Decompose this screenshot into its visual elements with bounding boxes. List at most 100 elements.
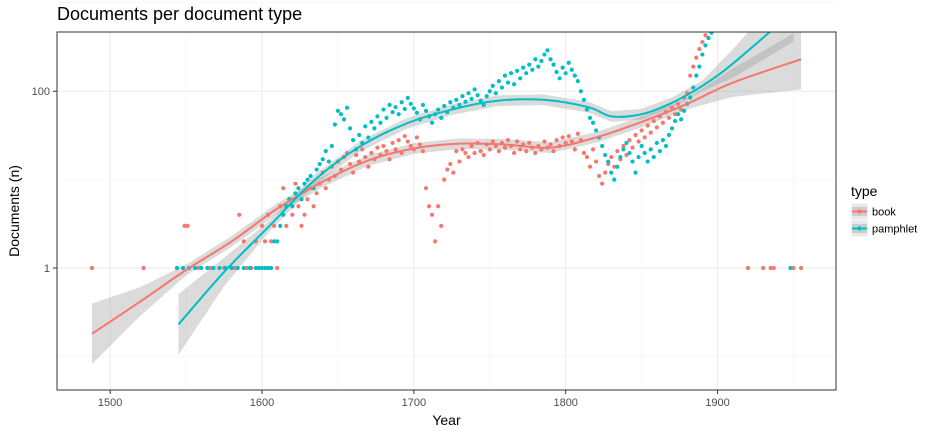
data-point-book xyxy=(694,55,699,60)
data-point-book xyxy=(609,154,614,160)
legend-title: type xyxy=(851,183,878,199)
data-point-book xyxy=(369,150,374,156)
data-point-pamphlet xyxy=(600,143,605,149)
data-point-pamphlet xyxy=(508,71,514,76)
data-point-pamphlet xyxy=(293,191,298,196)
legend-label-pamphlet: pamphlet xyxy=(872,224,917,236)
data-point-pamphlet xyxy=(648,147,653,152)
data-point-pamphlet xyxy=(557,76,562,81)
data-point-pamphlet xyxy=(199,265,204,271)
data-point-pamphlet xyxy=(472,87,477,92)
data-point-book xyxy=(241,239,246,244)
data-point-pamphlet xyxy=(709,32,714,35)
data-point-book xyxy=(639,128,644,133)
data-point-pamphlet xyxy=(606,159,611,164)
data-point-book xyxy=(302,212,307,217)
data-point-pamphlet xyxy=(560,65,565,70)
data-point-pamphlet xyxy=(402,106,407,112)
data-point-pamphlet xyxy=(247,265,252,271)
data-point-pamphlet xyxy=(712,26,716,30)
data-point-pamphlet xyxy=(469,96,474,101)
data-point-book xyxy=(648,130,653,135)
data-point-pamphlet xyxy=(536,64,541,69)
data-point-book xyxy=(460,147,465,152)
data-point-pamphlet xyxy=(569,67,574,72)
data-point-pamphlet xyxy=(636,154,641,160)
data-point-book xyxy=(560,135,565,140)
data-point-book xyxy=(293,181,298,186)
data-point-pamphlet xyxy=(405,95,410,101)
data-point-book xyxy=(360,147,365,152)
data-point-pamphlet xyxy=(414,110,419,115)
data-point-book xyxy=(600,181,605,186)
data-point-pamphlet xyxy=(390,110,395,115)
data-point-book xyxy=(420,149,426,154)
data-point-pamphlet xyxy=(411,106,416,111)
data-point-pamphlet xyxy=(408,101,413,106)
data-point-pamphlet xyxy=(551,62,556,67)
data-point-book xyxy=(612,164,617,169)
data-point-pamphlet xyxy=(335,108,341,113)
data-point-pamphlet xyxy=(320,157,325,162)
data-point-pamphlet xyxy=(505,80,511,85)
data-point-pamphlet xyxy=(691,85,696,90)
data-point-book xyxy=(518,147,523,152)
y-tick-label: 100 xyxy=(32,86,50,98)
data-point-book xyxy=(703,33,708,38)
data-point-book xyxy=(423,186,429,191)
data-point-pamphlet xyxy=(399,100,404,105)
data-point-pamphlet xyxy=(429,120,435,125)
data-point-pamphlet xyxy=(722,18,726,22)
data-point-book xyxy=(715,9,719,13)
data-point-book xyxy=(375,145,380,150)
data-point-book xyxy=(551,149,556,154)
data-point-pamphlet xyxy=(442,103,447,109)
data-point-pamphlet xyxy=(305,177,310,182)
data-point-pamphlet xyxy=(521,65,526,70)
data-point-book xyxy=(311,204,316,209)
data-point-book xyxy=(232,265,237,271)
data-point-book xyxy=(299,223,304,228)
data-point-pamphlet xyxy=(630,159,635,164)
data-point-pamphlet xyxy=(688,95,693,100)
data-point-book xyxy=(305,197,310,202)
data-point-book xyxy=(396,137,401,143)
data-point-pamphlet xyxy=(478,98,483,103)
data-point-pamphlet xyxy=(575,79,580,84)
data-point-book xyxy=(89,265,95,271)
panel-border xyxy=(56,31,837,391)
data-point-book xyxy=(426,204,432,209)
data-point-book xyxy=(627,137,632,143)
data-point-book xyxy=(768,265,773,271)
data-point-pamphlet xyxy=(511,82,517,87)
data-point-pamphlet xyxy=(675,112,681,117)
data-point-pamphlet xyxy=(487,89,492,94)
data-point-book xyxy=(511,150,517,156)
data-point-pamphlet xyxy=(323,149,328,154)
data-point-pamphlet xyxy=(542,52,547,57)
data-point-book xyxy=(439,223,444,228)
data-point-pamphlet xyxy=(527,62,532,67)
data-point-book xyxy=(566,134,571,139)
data-point-book xyxy=(262,239,268,244)
data-point-pamphlet xyxy=(502,73,508,78)
data-point-book xyxy=(505,137,511,143)
data-point-pamphlet xyxy=(326,159,331,164)
data-point-book xyxy=(563,140,568,146)
data-point-book xyxy=(642,135,647,140)
data-point-pamphlet xyxy=(593,128,599,133)
data-point-pamphlet xyxy=(347,126,353,131)
data-point-pamphlet xyxy=(493,91,498,96)
data-point-pamphlet xyxy=(718,20,722,24)
data-point-pamphlet xyxy=(627,150,632,156)
data-point-pamphlet xyxy=(272,239,277,244)
data-point-pamphlet xyxy=(308,173,313,179)
data-point-book xyxy=(572,147,577,152)
data-point-pamphlet xyxy=(566,60,571,65)
data-point-pamphlet xyxy=(581,97,587,102)
data-point-book xyxy=(666,115,672,120)
chart-title: Documents per document type xyxy=(57,4,303,24)
confidence-band-pamphlet xyxy=(178,32,794,355)
data-point-book xyxy=(569,139,574,144)
data-point-book xyxy=(387,157,392,162)
